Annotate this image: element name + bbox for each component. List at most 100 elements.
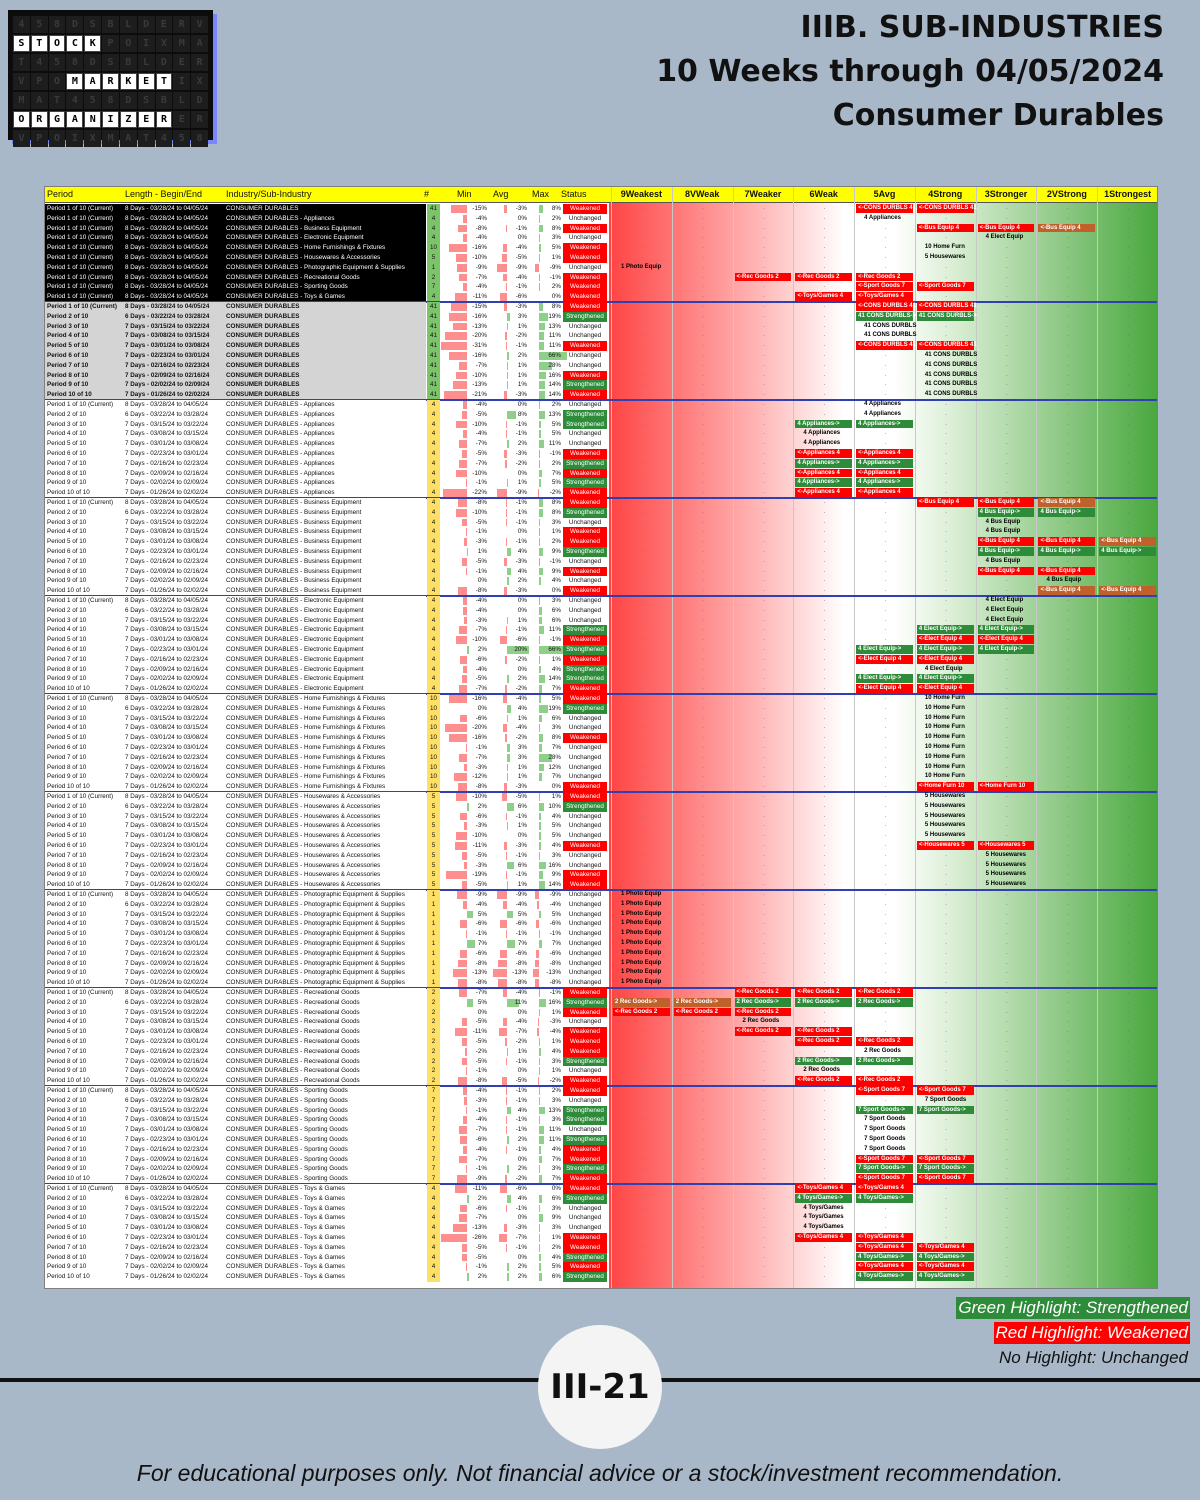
period-cell: Period 4 of 10: [47, 724, 87, 732]
min-value: -4%: [475, 401, 487, 408]
empty-dot: .: [1006, 1155, 1008, 1162]
empty-dot: .: [884, 1018, 887, 1025]
count-cell: 4: [427, 449, 440, 459]
industry-cell: CONSUMER DURABLES - Appliances: [226, 410, 335, 418]
empty-dot: .: [1006, 479, 1008, 486]
empty-dot: .: [884, 930, 887, 937]
empty-dot: .: [945, 1145, 947, 1152]
empty-dot: .: [762, 1175, 765, 1182]
empty-dot: .: [702, 655, 704, 662]
length-cell: 8 Days - 03/28/24 to 04/05/24: [125, 1185, 208, 1192]
empty-dot: .: [1127, 851, 1130, 858]
industry-cell: CONSUMER DURABLES - Recreational Goods: [226, 1008, 360, 1016]
logo-cell: R: [191, 111, 209, 128]
avg-value: -4%: [515, 695, 527, 702]
tier-tag: 4 Appliances: [803, 430, 841, 437]
empty-dot: .: [641, 1194, 644, 1201]
empty-dot: .: [945, 998, 947, 1005]
max-value: 7%: [551, 685, 561, 693]
avg-bar: [505, 871, 507, 880]
tier-tag: 5 Housewares: [985, 861, 1027, 868]
status-cell: Weakened: [563, 694, 607, 704]
logo-cell: S: [102, 54, 119, 71]
count-cell: 5: [427, 850, 440, 861]
empty-dot: .: [641, 1038, 644, 1044]
length-cell: 7 Days - 01/26/24 to 02/02/24: [125, 587, 208, 595]
industry-cell: CONSUMER DURABLES - Business Equipment: [226, 548, 362, 555]
length-cell: 7 Days - 01/26/24 to 02/02/24: [125, 881, 208, 889]
avg-value: 5%: [517, 910, 527, 918]
tier-tag: <-Toys/Games 4: [916, 1262, 974, 1272]
length-cell: 7 Days - 02/02/24 to 02/09/24: [125, 1067, 208, 1075]
empty-dot: .: [1006, 410, 1008, 417]
status-cell: Strengthened: [563, 1272, 607, 1282]
min-value: -15%: [472, 205, 487, 212]
length-cell: 7 Days - 03/01/24 to 03/08/24: [125, 930, 208, 938]
min-bar: [456, 832, 467, 840]
count-cell: 7: [427, 1144, 440, 1155]
avg-value: 0%: [517, 469, 527, 477]
industry-cell: CONSUMER DURABLES - Recreational Goods: [226, 1077, 360, 1085]
avg-bar: [503, 557, 507, 566]
empty-dot: .: [1066, 616, 1069, 623]
empty-dot: .: [1127, 773, 1130, 780]
max-bar: [537, 1028, 539, 1036]
min-bar: [450, 303, 467, 311]
tier-tag: <-Bus Equip 4: [1038, 223, 1096, 233]
status-cell: Strengthened: [563, 625, 607, 636]
max-bar: [539, 352, 567, 360]
empty-dot: .: [702, 910, 704, 917]
period-cell: Period 3 of 10: [47, 910, 87, 918]
empty-dot: .: [1127, 989, 1130, 995]
avg-value: -2%: [515, 459, 527, 467]
empty-dot: .: [762, 1116, 765, 1123]
tier-tag: <-Toys/Games 4: [916, 1242, 974, 1252]
period-cell: Period 8 of 10: [47, 1253, 87, 1261]
max-bar: [539, 1126, 544, 1134]
row-label-background: [45, 674, 426, 685]
logo-cell: I: [137, 35, 155, 52]
avg-value: -1%: [515, 1087, 527, 1094]
logo-cell: T: [155, 73, 173, 90]
status-cell: Weakened: [563, 1233, 607, 1243]
min-bar: [452, 322, 467, 331]
length-cell: 8 Days - 03/28/24 to 04/05/24: [125, 283, 208, 291]
count-cell: 1: [427, 978, 440, 988]
avg-value: 0%: [517, 1253, 527, 1261]
empty-dot: .: [823, 1047, 826, 1054]
length-cell: 7 Days - 03/15/24 to 03/22/24: [125, 910, 208, 918]
empty-dot: .: [641, 420, 644, 427]
empty-dot: .: [702, 499, 704, 505]
max-value: 28%: [548, 361, 561, 369]
min-bar: [467, 940, 475, 948]
max-bar: [539, 1145, 541, 1154]
avg-value: -5%: [515, 1077, 527, 1085]
min-value: -7%: [475, 989, 487, 996]
min-value: -8%: [475, 1077, 487, 1085]
status-cell: Unchanged: [568, 724, 602, 732]
empty-dot: .: [1006, 577, 1008, 584]
status-cell: Strengthened: [563, 380, 607, 391]
empty-dot: .: [1006, 1263, 1008, 1270]
row-label-background: [45, 899, 426, 910]
logo-cell: X: [155, 35, 173, 52]
empty-dot: .: [945, 1028, 947, 1035]
min-value: -3%: [475, 538, 487, 546]
empty-dot: .: [945, 851, 947, 858]
empty-dot: .: [884, 597, 887, 603]
max-value: 9%: [551, 548, 561, 555]
max-value: 0%: [551, 587, 561, 595]
tier-tag: 4 Bus Equip: [985, 528, 1021, 535]
tier-tag: <-Rec Goods 2: [795, 272, 853, 282]
empty-dot: .: [641, 695, 644, 701]
industry-cell: CONSUMER DURABLES - Housewares & Accesso…: [226, 802, 381, 810]
min-value: -11%: [472, 1185, 487, 1192]
status-cell: Unchanged: [568, 969, 602, 977]
length-cell: 7 Days - 02/02/24 to 02/09/24: [125, 577, 208, 585]
industry-cell: CONSUMER DURABLES - Electronic Equipment: [226, 626, 364, 634]
avg-value: -1%: [515, 1126, 527, 1134]
max-bar: [537, 900, 539, 909]
max-value: -9%: [549, 263, 561, 271]
status-cell: Weakened: [563, 782, 607, 792]
table-row: Period 4 of 10 7 Days - 03/08/24 to 03/15…: [45, 723, 1157, 734]
